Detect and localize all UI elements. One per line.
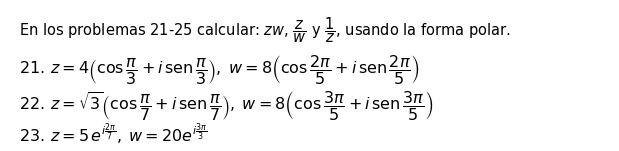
Text: $21.\, z = 4\left(\cos\dfrac{\pi}{3} + i\,\mathrm{sen}\,\dfrac{\pi}{3}\right),\;: $21.\, z = 4\left(\cos\dfrac{\pi}{3} + i… (19, 53, 420, 86)
Text: $22.\, z = \sqrt{3}\left(\cos\dfrac{\pi}{7} + i\,\mathrm{sen}\,\dfrac{\pi}{7}\ri: $22.\, z = \sqrt{3}\left(\cos\dfrac{\pi}… (19, 89, 433, 122)
Text: $23.\, z = 5\,e^{i\frac{2\pi}{7}},\; w = 20e^{i\frac{3\pi}{3}}$: $23.\, z = 5\,e^{i\frac{2\pi}{7}},\; w =… (19, 122, 207, 147)
Text: En los problemas 21-25 calcular: $zw$, $\dfrac{z}{w}$ y $\dfrac{1}{z}$, usando l: En los problemas 21-25 calcular: $zw$, $… (19, 15, 511, 45)
